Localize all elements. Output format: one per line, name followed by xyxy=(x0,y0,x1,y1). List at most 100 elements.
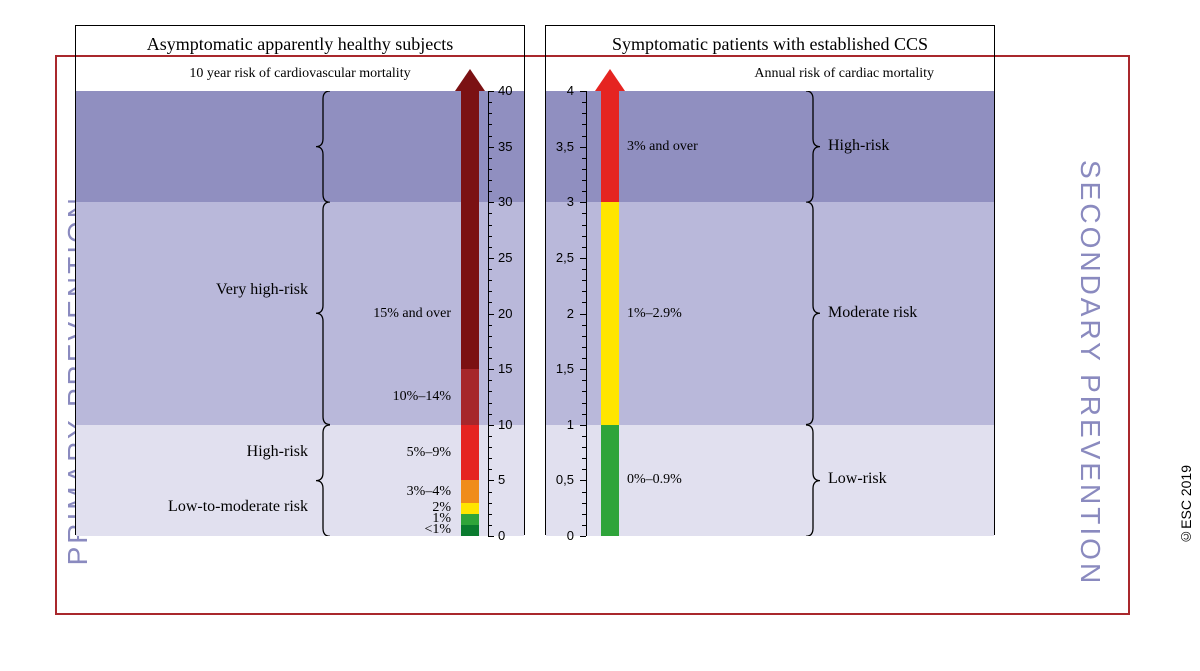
minor-tick xyxy=(488,91,492,92)
minor-tick xyxy=(582,380,586,381)
minor-tick xyxy=(582,480,586,481)
axis-tick-label: 20 xyxy=(498,306,512,321)
axis-tick-label: 0,5 xyxy=(556,472,574,487)
range-label: 5%–9% xyxy=(407,445,451,461)
arrow-up-icon xyxy=(595,69,625,91)
axis-tick-label: 2,5 xyxy=(556,250,574,265)
minor-tick xyxy=(488,514,492,515)
brace-icon xyxy=(806,91,822,202)
minor-tick xyxy=(488,325,492,326)
minor-tick xyxy=(582,191,586,192)
minor-tick xyxy=(488,247,492,248)
score-bar xyxy=(461,91,479,536)
axis-tick-label: 25 xyxy=(498,250,512,265)
minor-tick xyxy=(582,336,586,337)
minor-tick xyxy=(488,347,492,348)
minor-tick xyxy=(582,492,586,493)
minor-tick xyxy=(582,91,586,92)
minor-tick xyxy=(488,124,492,125)
minor-tick xyxy=(488,269,492,270)
bar-segment xyxy=(461,514,479,525)
minor-tick xyxy=(582,447,586,448)
minor-tick xyxy=(488,180,492,181)
range-label: 10%–14% xyxy=(393,389,451,405)
minor-tick xyxy=(488,492,492,493)
risk-band xyxy=(76,202,524,425)
minor-tick xyxy=(488,425,492,426)
minor-tick xyxy=(582,169,586,170)
risk-level-label: High-risk xyxy=(828,137,889,155)
minor-tick xyxy=(582,269,586,270)
minor-tick xyxy=(582,102,586,103)
minor-tick xyxy=(488,314,492,315)
bar-segment xyxy=(461,480,479,502)
brace-icon xyxy=(316,91,332,202)
minor-tick xyxy=(582,258,586,259)
axis-tick-label: 4 xyxy=(567,83,574,98)
risk-level-label: Very high-risk xyxy=(216,281,308,299)
minor-tick xyxy=(488,480,492,481)
bar-segment xyxy=(461,525,479,536)
axis-tick-label: 1 xyxy=(567,417,574,432)
range-label: 3%–4% xyxy=(407,484,451,500)
minor-tick xyxy=(488,458,492,459)
axis-tick-label: 3 xyxy=(567,194,574,209)
minor-tick xyxy=(488,202,492,203)
arrow-up-icon xyxy=(455,69,485,91)
left-panel: Asymptomatic apparently healthy subjects… xyxy=(75,25,525,535)
minor-tick xyxy=(582,414,586,415)
minor-tick xyxy=(488,414,492,415)
minor-tick xyxy=(582,236,586,237)
ccs-bar xyxy=(601,91,619,536)
left-plot-area: 0510152025303540Very high-riskHigh-riskL… xyxy=(76,91,524,534)
range-label: 0%–0.9% xyxy=(627,472,682,488)
minor-tick xyxy=(488,291,492,292)
minor-tick xyxy=(582,436,586,437)
minor-tick xyxy=(582,358,586,359)
range-label: 1%–2.9% xyxy=(627,306,682,322)
axis-tick-label: 0 xyxy=(498,528,505,543)
bar-segment xyxy=(601,425,619,536)
minor-tick xyxy=(582,514,586,515)
minor-tick xyxy=(488,380,492,381)
axis-tick-label: 0 xyxy=(567,528,574,543)
axis-tick-label: 30 xyxy=(498,194,512,209)
range-label: <1% xyxy=(424,522,451,538)
minor-tick xyxy=(488,258,492,259)
risk-level-label: Low-to-moderate risk xyxy=(168,498,308,516)
minor-tick xyxy=(488,358,492,359)
minor-tick xyxy=(582,291,586,292)
brace-icon xyxy=(316,425,332,536)
minor-tick xyxy=(582,503,586,504)
minor-tick xyxy=(582,403,586,404)
minor-tick xyxy=(582,425,586,426)
right-panel: Symptomatic patients with established CC… xyxy=(545,25,995,535)
minor-tick xyxy=(582,180,586,181)
bar-segment xyxy=(461,91,479,369)
left-panel-title: Asymptomatic apparently healthy subjects xyxy=(76,34,524,55)
minor-tick xyxy=(488,447,492,448)
minor-tick xyxy=(582,158,586,159)
minor-tick xyxy=(582,147,586,148)
risk-level-label: Moderate risk xyxy=(828,304,917,322)
minor-tick xyxy=(582,225,586,226)
axis-tick-label: 10 xyxy=(498,417,512,432)
minor-tick xyxy=(488,391,492,392)
minor-tick xyxy=(488,169,492,170)
right-plot-area: 00,511,522,533,54High-riskModerate riskL… xyxy=(546,91,994,534)
minor-tick xyxy=(582,325,586,326)
minor-tick xyxy=(488,280,492,281)
minor-tick xyxy=(582,113,586,114)
bar-segment xyxy=(601,202,619,425)
brace-icon xyxy=(806,425,822,536)
brace-icon xyxy=(806,202,822,425)
minor-tick xyxy=(488,469,492,470)
minor-tick xyxy=(582,302,586,303)
axis-tick-label: 35 xyxy=(498,139,512,154)
minor-tick xyxy=(488,525,492,526)
minor-tick xyxy=(488,102,492,103)
minor-tick xyxy=(488,236,492,237)
minor-tick xyxy=(582,314,586,315)
minor-tick xyxy=(488,336,492,337)
minor-tick xyxy=(582,124,586,125)
